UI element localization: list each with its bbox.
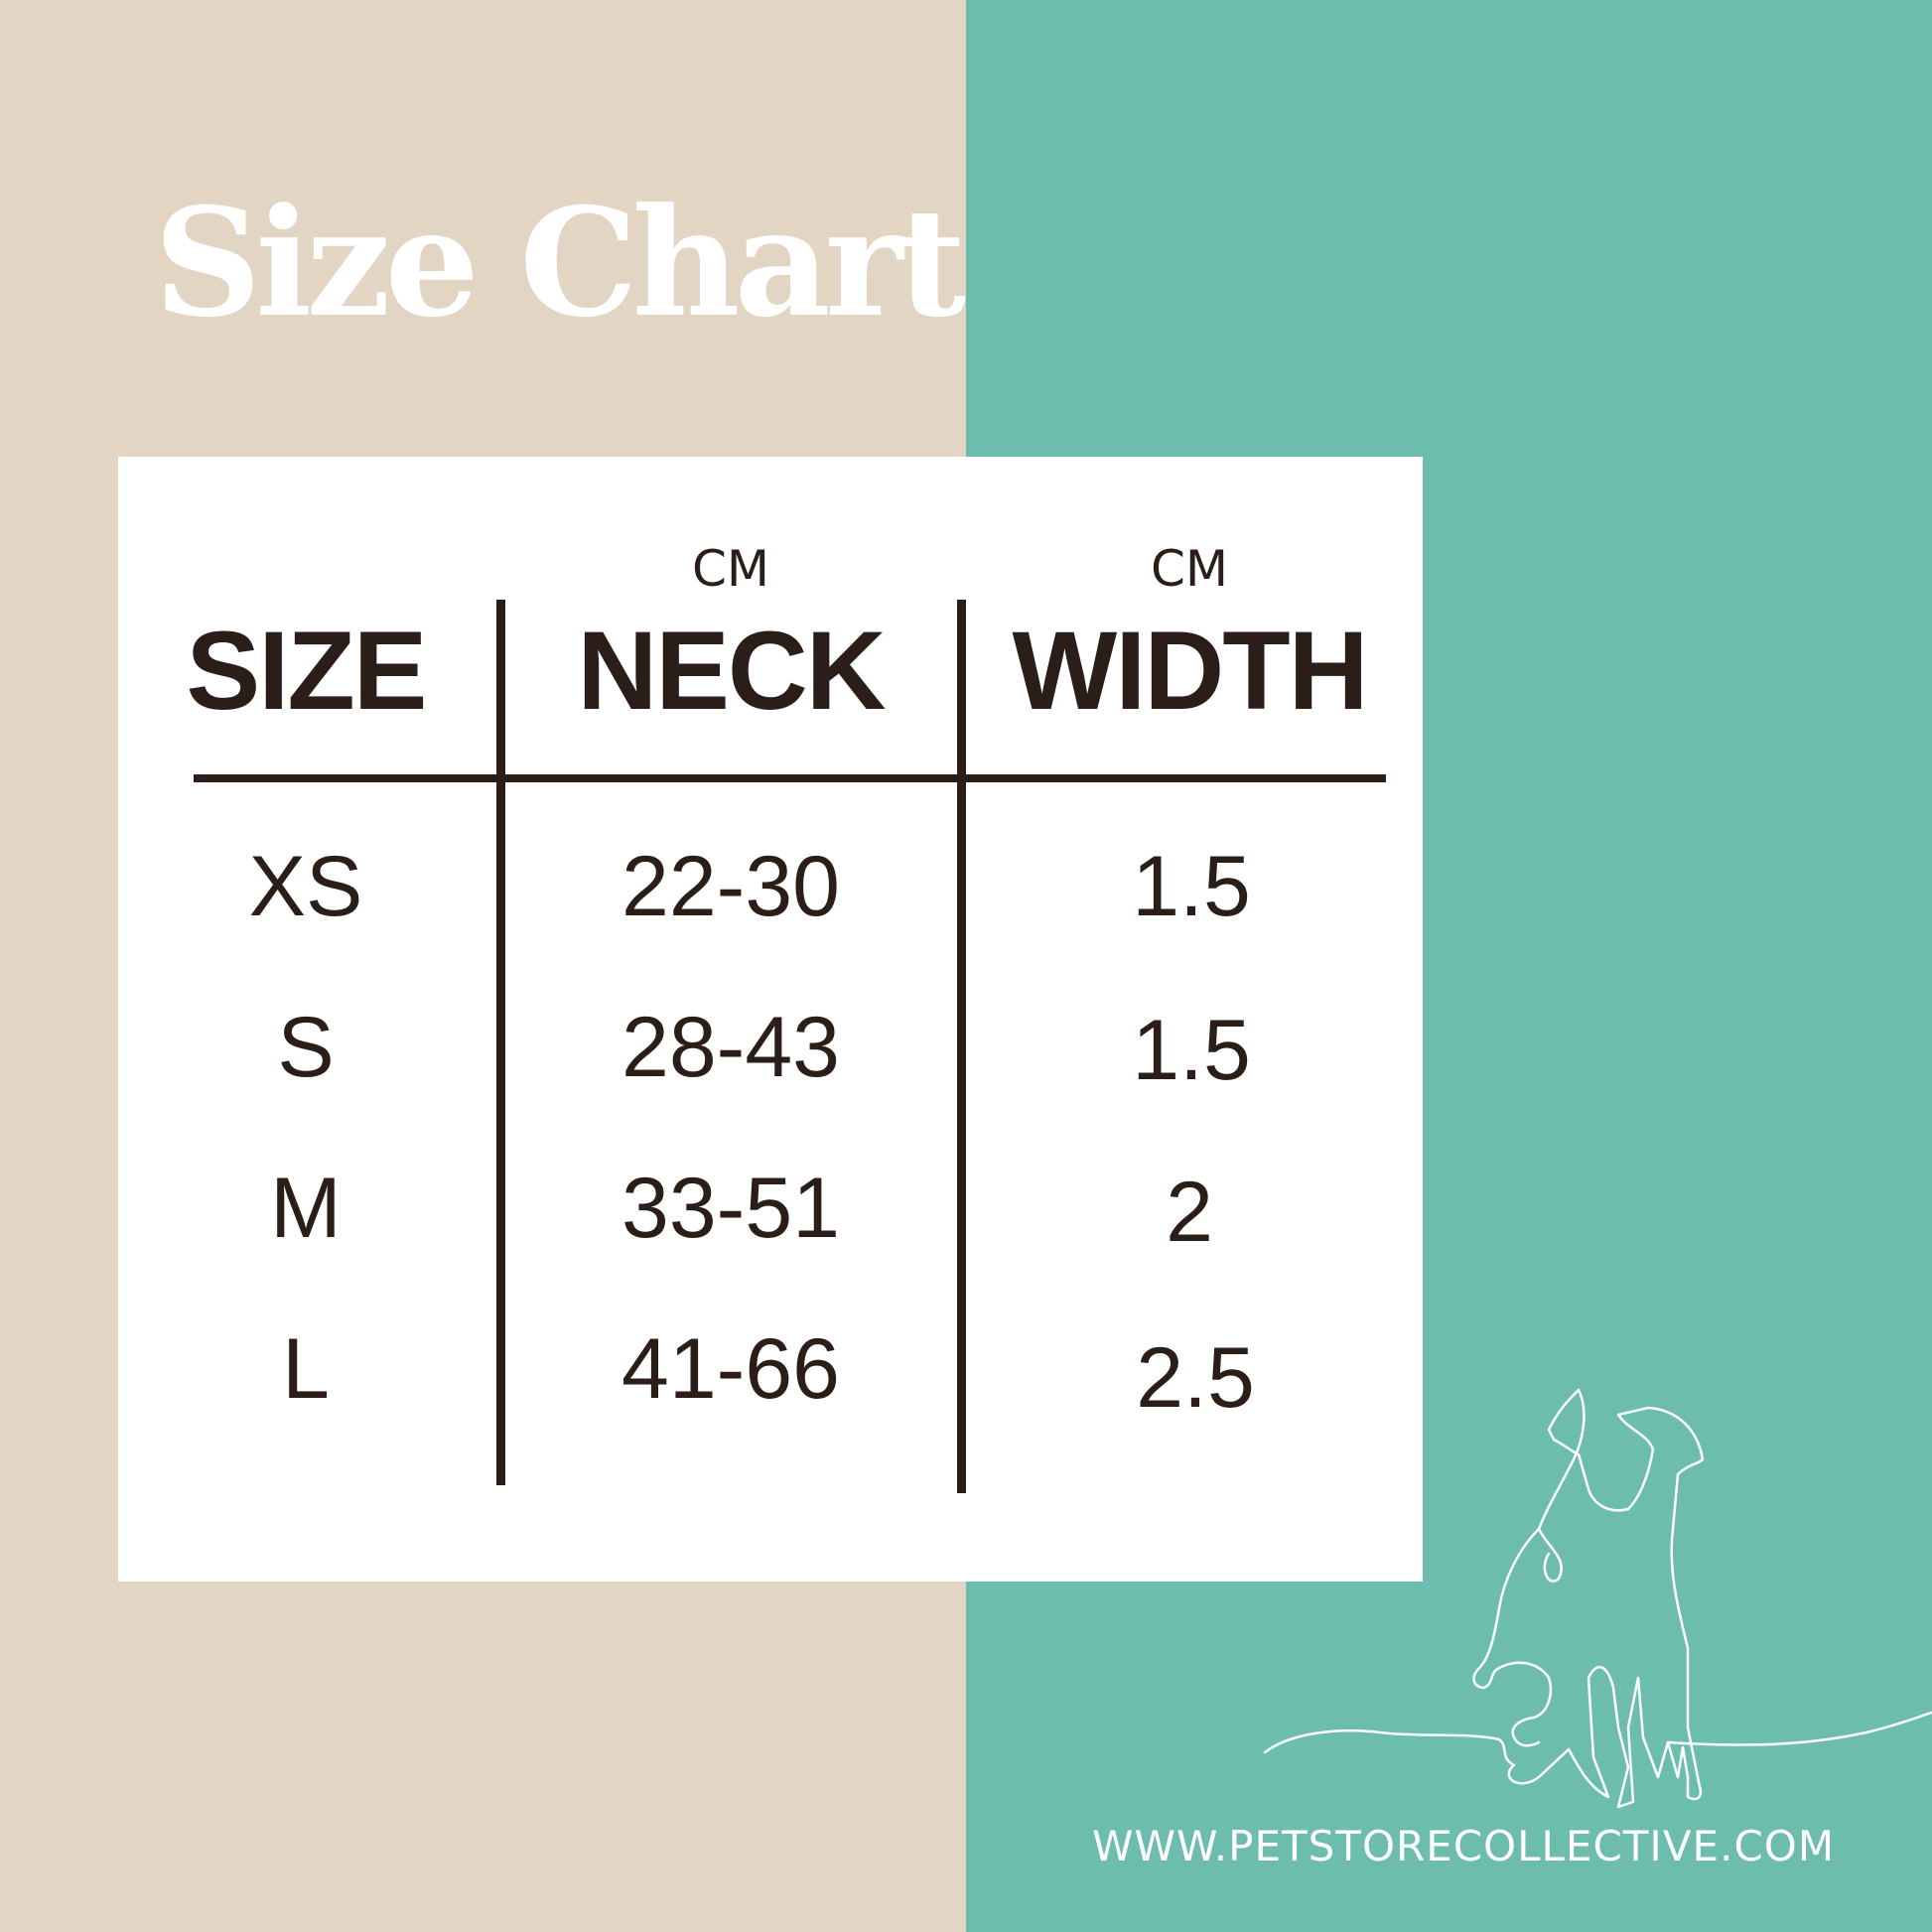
row-size: M bbox=[270, 1161, 342, 1256]
header-neck: NECK bbox=[577, 609, 886, 733]
column-divider bbox=[496, 600, 505, 1485]
row-neck: 41-66 bbox=[621, 1321, 840, 1417]
row-width: 1.5 bbox=[1132, 1003, 1251, 1098]
row-neck: 33-51 bbox=[621, 1161, 840, 1256]
size-table-card bbox=[118, 457, 1423, 1582]
row-size: XS bbox=[248, 839, 363, 934]
column-divider bbox=[957, 600, 966, 1493]
row-size: L bbox=[282, 1321, 330, 1417]
dog-line-art-icon bbox=[1263, 1388, 1932, 1809]
row-size: S bbox=[277, 1000, 335, 1095]
website-url[interactable]: WWW.PETSTORECOLLECTIVE.COM bbox=[1092, 1822, 1836, 1870]
header-divider bbox=[194, 774, 1386, 782]
neck-unit: CM bbox=[691, 540, 770, 598]
row-width: 1.5 bbox=[1132, 839, 1251, 934]
row-width: 2.5 bbox=[1136, 1330, 1255, 1426]
page-title: Size Chart bbox=[154, 176, 966, 350]
row-width: 2 bbox=[1166, 1165, 1213, 1260]
header-size: SIZE bbox=[186, 609, 428, 733]
width-unit: CM bbox=[1150, 540, 1229, 598]
row-neck: 28-43 bbox=[621, 1000, 840, 1095]
row-neck: 22-30 bbox=[621, 839, 840, 934]
header-width: WIDTH bbox=[1012, 609, 1368, 733]
